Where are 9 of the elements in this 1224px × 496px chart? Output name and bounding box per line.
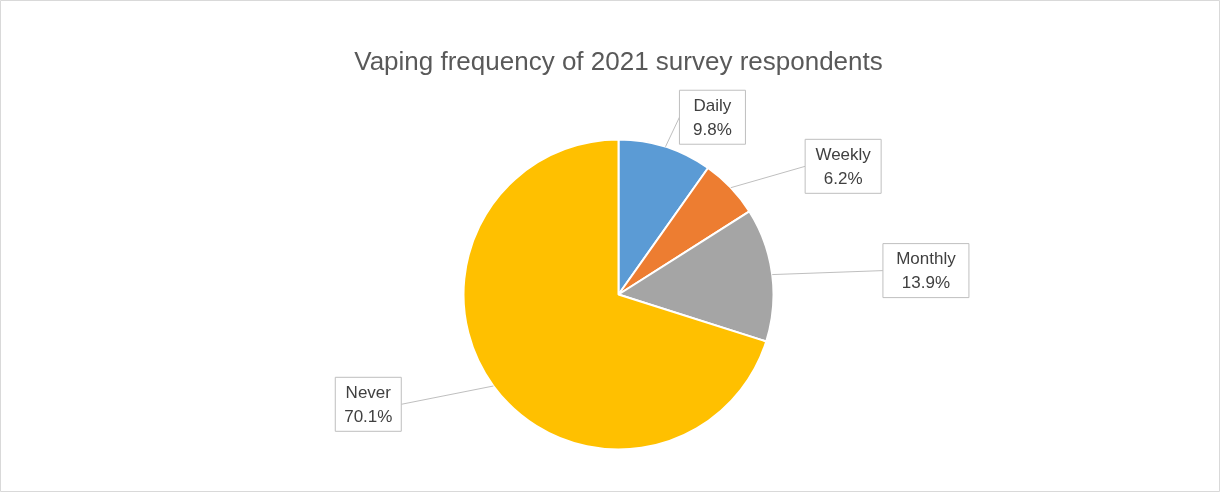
data-label: 13.9% xyxy=(901,273,951,293)
slice-label: Monthly xyxy=(896,249,957,269)
chart-title: Vaping frequency of 2021 survey respondents xyxy=(354,45,883,76)
data-label: 70.1% xyxy=(344,406,393,426)
slice-label: Daily xyxy=(693,95,732,115)
data-label: 9.8% xyxy=(693,119,732,139)
data-label: 6.2% xyxy=(823,168,863,188)
slice-label: Weekly xyxy=(815,144,872,164)
slice-label: Never xyxy=(345,382,392,402)
